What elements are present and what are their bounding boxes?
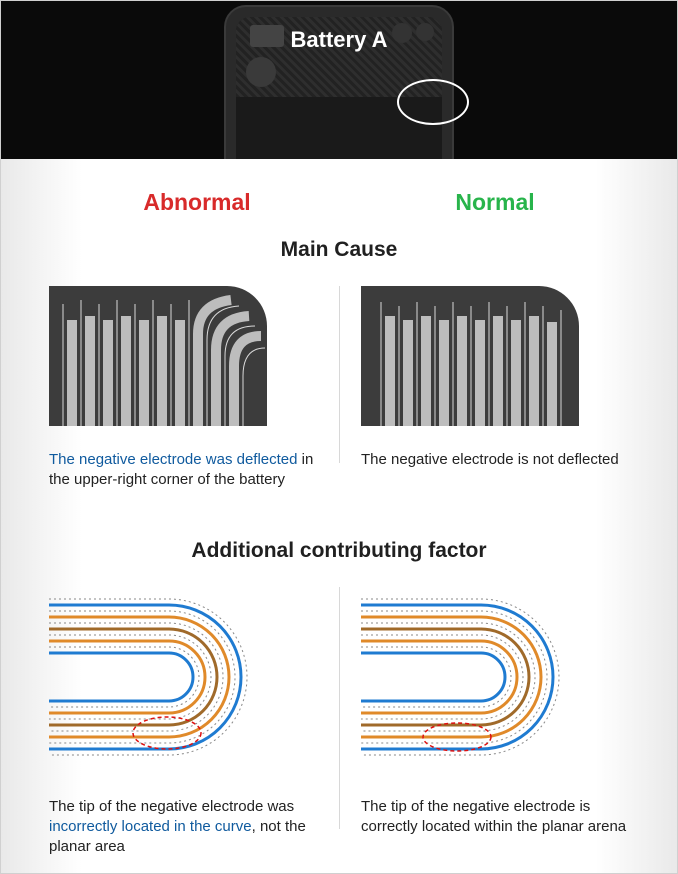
caption-abnormal-additional: The tip of the negative electrode was in…	[49, 797, 317, 858]
caption-normal-additional: The tip of the negative electrode is cor…	[361, 797, 629, 838]
caption-normal-main: The negative electrode is not deflected	[361, 450, 619, 470]
caption-abnormal-main: The negative electrode was deflected in …	[49, 450, 317, 491]
vertical-divider	[339, 587, 340, 830]
jellyroll-diagram-abnormal	[49, 587, 267, 767]
electrode-diagram-normal	[361, 286, 579, 426]
speaker-icon	[246, 57, 276, 87]
section-additional: Additional contributing factor	[1, 539, 677, 563]
column-headers: Abnormal Normal	[1, 189, 677, 216]
col-normal-main: The negative electrode is not deflected	[339, 286, 629, 491]
caption-highlight: incorrectly located in the curve	[49, 818, 252, 835]
col-abnormal-main: The negative electrode was deflected in …	[49, 286, 339, 491]
hero-title: Battery A	[1, 27, 677, 53]
callout-oval-icon	[397, 79, 469, 125]
electrode-diagram-abnormal	[49, 286, 267, 426]
bars-svg	[361, 286, 579, 426]
hero-phone-xray: Battery A	[1, 1, 677, 159]
heading-normal: Normal	[455, 189, 534, 216]
col-normal-additional: The tip of the negative electrode is cor…	[339, 587, 629, 858]
section-main-cause: Main Cause	[1, 238, 677, 262]
vertical-divider	[339, 286, 340, 463]
caption-highlight: The negative electrode was deflected	[49, 451, 298, 468]
jellyroll-diagram-normal	[361, 587, 579, 767]
bars-svg	[49, 286, 267, 426]
page: Battery A Abnormal Normal Main Cause	[0, 0, 678, 874]
heading-abnormal: Abnormal	[143, 189, 250, 216]
col-abnormal-additional: The tip of the negative electrode was in…	[49, 587, 339, 858]
row-main-cause: The negative electrode was deflected in …	[1, 286, 677, 491]
row-additional: The tip of the negative electrode was in…	[1, 587, 677, 858]
content: Abnormal Normal Main Cause	[1, 159, 677, 873]
caption-pre: The tip of the negative electrode was	[49, 798, 294, 815]
